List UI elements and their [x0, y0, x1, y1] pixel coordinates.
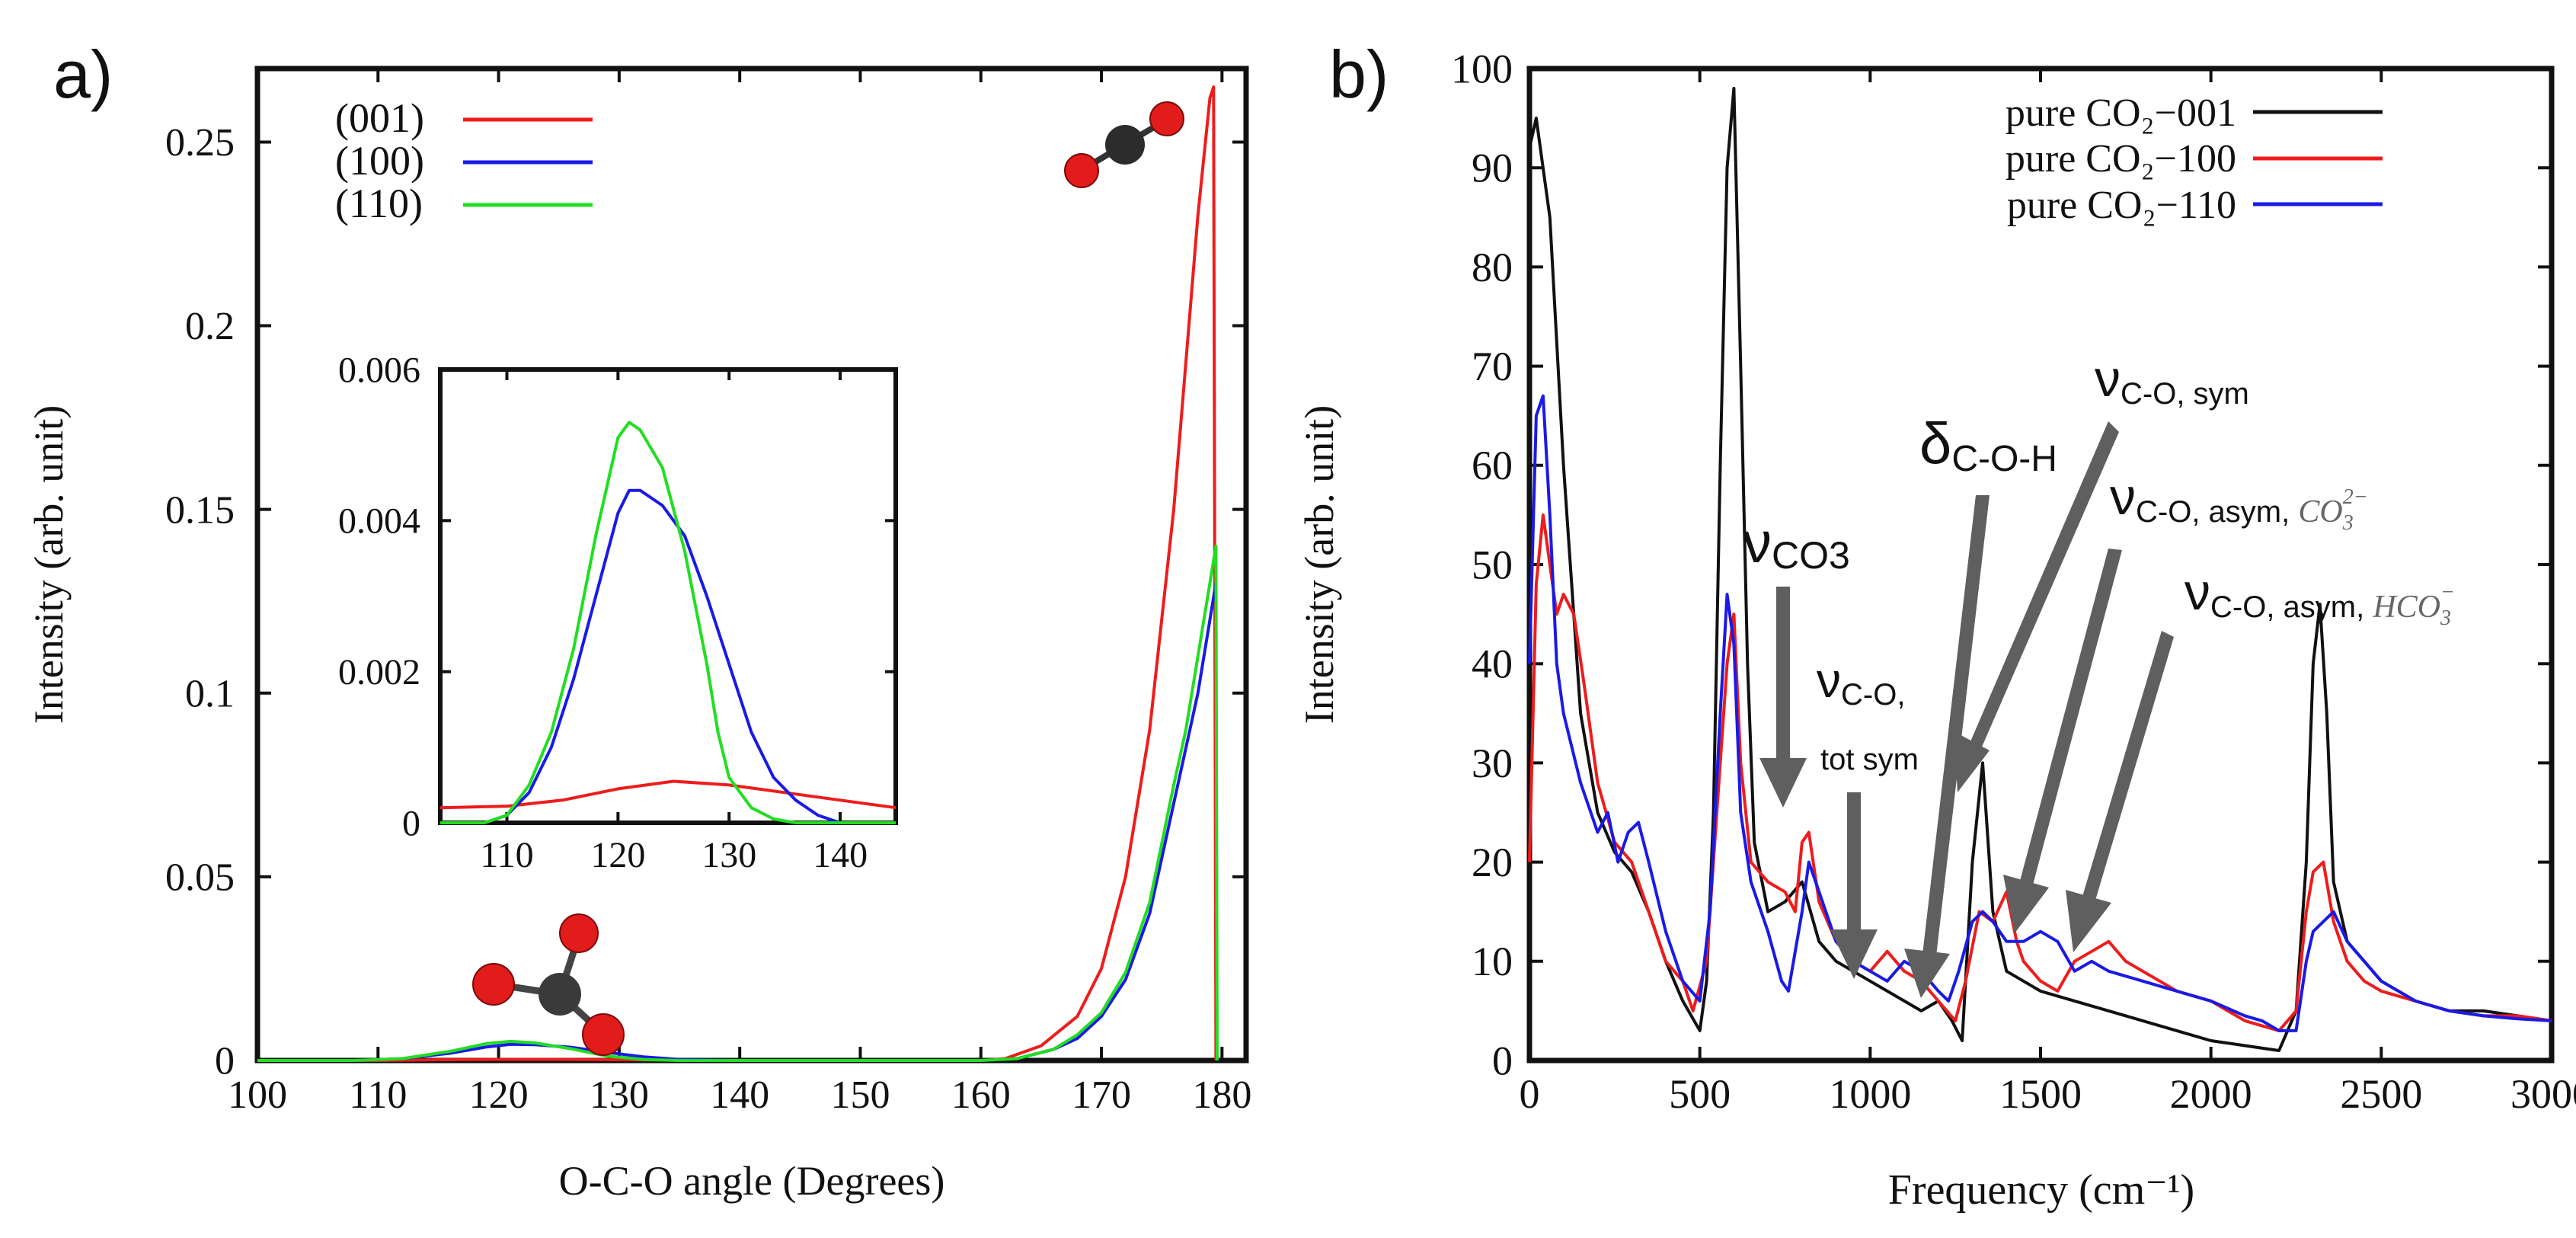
panel-a-x-tick-label: 130: [590, 1073, 649, 1117]
panel-a-y-tick-label: 0: [215, 1040, 235, 1083]
annotation-nu-co-asym-carbonate: νC-O, asym, CO32−: [2110, 468, 2368, 535]
legend-label-110: (110): [335, 181, 423, 226]
panel-a-x-axis-label: O-C-O angle (Degrees): [559, 1158, 945, 1204]
panel-a-y-tick-label: 0.05: [165, 856, 235, 900]
inset-y-tick-label: 0.002: [338, 652, 420, 693]
panel-b-y-tick-label: 100: [1451, 46, 1513, 91]
panel-b-x-tick-label: 500: [1669, 1071, 1731, 1117]
panel-b-x-tick-label: 1500: [1999, 1071, 2082, 1117]
panel-a-label: a): [53, 37, 113, 112]
panel-b-y-axis-label: Intensity (arb. unit): [1296, 405, 1342, 724]
panel-a-x-tick-label: 100: [228, 1073, 287, 1117]
co2-molecule-icon: [1064, 101, 1184, 188]
panel-a-y-tick-label: 0.2: [185, 305, 235, 348]
panel-a-series-001: [257, 85, 1218, 1062]
legend-label-001: (001): [335, 95, 424, 141]
legend-label-100: (100): [335, 138, 424, 184]
carbonate-molecule-icon: [472, 913, 625, 1056]
annotation-nu-co-tot-sym: νC-O,: [1817, 653, 1905, 712]
panel-b-legend: pure CO₂−001 pure CO₂−100 pure CO₂−110: [2006, 91, 2383, 227]
panel-b-y-tick-label: 30: [1472, 741, 1513, 786]
arrow-nu-co-asym-carbonate: [2003, 549, 2122, 933]
panel-a-x-tick-label: 170: [1072, 1073, 1131, 1117]
panel-b-x-tick-label: 2000: [2170, 1071, 2252, 1117]
panel-a-x-tick-label: 160: [951, 1073, 1011, 1117]
annotation-delta-coh: δC-O-H: [1919, 411, 2057, 479]
panel-b-x-tick-label: 0: [1520, 1071, 1540, 1117]
panel-b-y-tick-label: 40: [1472, 641, 1513, 687]
panel-b-y-tick-label: 50: [1472, 542, 1513, 587]
panel-a-y-tick-label: 0.25: [165, 121, 235, 165]
panel-b-y-tick-label: 20: [1472, 840, 1513, 885]
panel-b-x-tick-label: 1000: [1829, 1071, 1911, 1117]
arrow-nu-co-sym: [1954, 421, 2119, 792]
inset-y-tick-label: 0.004: [338, 501, 420, 542]
legend-label-co2-100: pure CO₂−100: [2006, 137, 2236, 181]
arrow-nu-co-asym-bicarbonate: [2066, 631, 2174, 952]
panel-b-label: b): [1329, 37, 1389, 112]
panel-b-y-tick-label: 80: [1472, 245, 1513, 290]
inset-frame: [438, 367, 898, 825]
panel-b-y-tick-label: 0: [1492, 1038, 1513, 1083]
panel-a-x-tick-label: 120: [469, 1073, 529, 1117]
panel-a-y-tick-label: 0.1: [185, 672, 235, 715]
annotation-nu-co-sym: νC-O, sym: [2095, 350, 2249, 411]
legend-label-co2-001: pure CO₂−001: [2006, 91, 2236, 135]
panel-a-x-tick-label: 150: [830, 1073, 890, 1117]
arrow-delta-coh: [1904, 495, 1990, 998]
inset-series-110: [440, 421, 896, 824]
panel-a-inset-chart: 110 120 130 140 0 0.002 0.004 0.006: [338, 350, 898, 875]
panel-b-x-axis-label: Frequency (cm⁻¹): [1888, 1166, 2194, 1214]
inset-x-tick-label: 140: [813, 835, 868, 875]
annotation-nu-co3: νCO3: [1743, 510, 1850, 577]
panel-b-series-pureco110: [1528, 394, 2552, 1032]
panel-b-x-tick-label: 2500: [2340, 1071, 2422, 1117]
panel-b-y-tick-label: 60: [1472, 443, 1513, 488]
legend-label-co2-110: pure CO₂−110: [2007, 184, 2236, 227]
inset-series-001: [439, 779, 896, 810]
panel-a-x-tick-label: 180: [1192, 1073, 1251, 1117]
inset-series-100: [440, 488, 896, 824]
inset-x-tick-label: 130: [702, 835, 756, 875]
annotation-labels: νCO3 νC-O, tot sym δC-O-H νC-O, sym νC-O…: [1743, 350, 2455, 776]
annotation-arrows: [1759, 421, 2174, 998]
inset-y-tick-label: 0: [402, 803, 420, 843]
panel-b-y-tick-label: 70: [1472, 344, 1513, 389]
panel-a-x-tick-label: 140: [710, 1073, 769, 1117]
annotation-nu-co-asym-bicarbonate: νC-O, asym, HCO3−: [2184, 563, 2455, 630]
inset-x-tick-label: 120: [590, 835, 645, 875]
annotation-tot-sym: tot sym: [1820, 743, 1919, 776]
panel-b-y-tick-label: 90: [1472, 146, 1513, 191]
inset-x-tick-label: 110: [480, 835, 533, 875]
panel-b-y-tick-label: 10: [1472, 939, 1513, 984]
panel-a-series-110: [257, 544, 1219, 1062]
panel-a-legend: (001) (100) (110): [335, 95, 593, 226]
panel-a-y-axis-label: Intensity (arb. unit): [26, 405, 72, 724]
arrow-nu-co-tot-sym: [1830, 792, 1878, 979]
panel-a-x-tick-label: 110: [349, 1073, 407, 1117]
inset-y-tick-label: 0.006: [338, 350, 420, 390]
panel-b-series-pureco001: [1528, 87, 2552, 1052]
arrow-nu-co3: [1759, 587, 1807, 808]
panel-a-chart: 100 110 120 130 140 150 160 170 180 0 0.05 0.1 0.15…: [26, 66, 1251, 1204]
panel-a-y-tick-label: 0.15: [165, 488, 235, 532]
